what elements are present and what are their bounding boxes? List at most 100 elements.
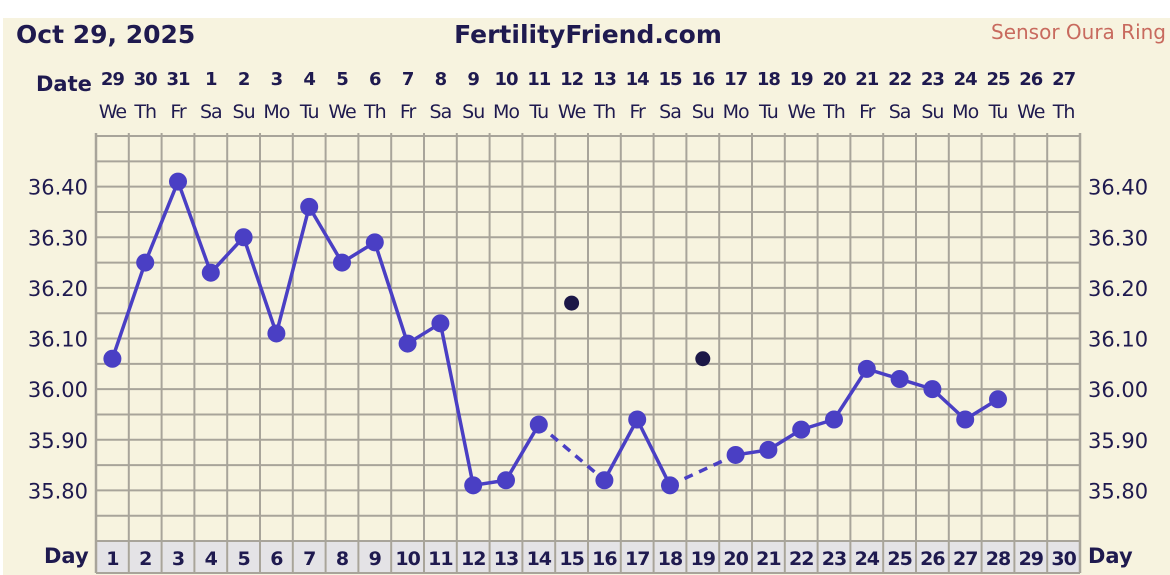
day-number-label: 3 [172, 548, 184, 570]
weekday-label: Sa [430, 101, 452, 123]
temperature-point [497, 471, 515, 490]
temperature-line [241, 236, 279, 335]
day-number-label: 28 [986, 548, 1011, 570]
temperature-point [825, 410, 843, 429]
excluded-temperature-point [564, 295, 580, 311]
day-cell [589, 542, 620, 573]
date-label: 13 [593, 69, 617, 90]
day-cell [228, 542, 259, 573]
temperature-line [373, 241, 410, 345]
temperature-line [438, 322, 475, 486]
date-label: 6 [369, 69, 381, 90]
date-label: 14 [626, 69, 650, 90]
temperature-line-dashed [537, 423, 606, 482]
weekday-label: Su [462, 101, 484, 123]
day-row-label-left: Day [44, 544, 89, 568]
temperature-point [792, 420, 811, 439]
date-label: 18 [757, 69, 781, 90]
weekday-label: Mo [723, 101, 749, 123]
temperature-point [234, 228, 253, 247]
date-label: 19 [790, 69, 814, 90]
date-label: 12 [560, 69, 583, 90]
day-cell [687, 542, 719, 573]
day-number-label: 10 [395, 548, 420, 570]
y-tick-label-right: 36.00 [1088, 378, 1148, 402]
date-label: 23 [921, 69, 945, 90]
weekday-label: Tu [299, 101, 319, 123]
temperature-point [956, 410, 975, 429]
weekday-label: Mo [493, 101, 519, 123]
date-label: 22 [888, 69, 911, 90]
day-number-label: 18 [658, 548, 683, 570]
temperature-point [103, 349, 122, 368]
day-cell [818, 542, 850, 573]
date-label: 27 [1052, 69, 1076, 90]
temperature-point [857, 359, 876, 378]
day-number-label: 14 [527, 548, 552, 570]
temperature-point [759, 440, 778, 459]
day-number-label: 4 [205, 548, 218, 570]
weekday-label: Sa [889, 101, 911, 123]
day-cell [326, 542, 358, 573]
temperature-point [890, 370, 909, 388]
weekday-label: We [788, 101, 816, 123]
date-label: 8 [435, 69, 447, 90]
day-number-label: 21 [756, 548, 780, 570]
y-tick-label-left: 35.80 [28, 479, 88, 503]
weekday-label: We [1017, 101, 1045, 123]
day-cell [425, 542, 456, 573]
day-row-label-right: Day [1088, 544, 1133, 568]
weekday-label: Th [133, 101, 156, 123]
temperature-line [504, 423, 541, 482]
date-label: 29 [101, 69, 125, 90]
temperature-line [176, 180, 213, 274]
weekday-label: Th [363, 101, 386, 123]
y-tick-label-left: 36.30 [28, 226, 88, 250]
temperature-line-dashed [669, 453, 737, 487]
date-label: 9 [467, 69, 479, 90]
y-tick-label-left: 35.90 [28, 429, 88, 453]
temperature-line [307, 205, 344, 264]
day-number-label: 30 [1051, 548, 1076, 570]
y-tick-label-left: 36.20 [28, 277, 88, 301]
day-cell [982, 542, 1014, 573]
day-number-label: 29 [1019, 548, 1043, 570]
temperature-point [201, 263, 220, 282]
temperature-point [136, 253, 155, 272]
day-number-label: 2 [139, 548, 151, 570]
temperature-point [661, 476, 679, 495]
temperature-point [595, 471, 614, 490]
day-number-label: 11 [428, 548, 452, 570]
day-number-label: 7 [303, 548, 315, 570]
site-title[interactable]: FertilityFriend.com [454, 20, 722, 49]
weekday-label: Th [1052, 101, 1075, 123]
temperature-point [300, 197, 319, 216]
day-cell [359, 542, 391, 573]
chart-date: Oct 29, 2025 [16, 20, 196, 49]
day-number-label: 13 [494, 548, 518, 570]
day-number-label: 24 [855, 548, 880, 570]
day-cell [457, 542, 489, 573]
day-number-label: 8 [336, 548, 349, 570]
day-number-label: 22 [789, 548, 813, 570]
temperature-point [464, 476, 483, 495]
date-label: 17 [724, 69, 748, 90]
temperature-point [169, 172, 187, 191]
weekday-label: Fr [400, 101, 417, 123]
weekday-label: We [558, 101, 586, 123]
day-cell [556, 542, 587, 573]
day-cell [621, 542, 653, 573]
day-cell [97, 542, 128, 573]
day-number-label: 19 [691, 548, 715, 570]
weekday-label: We [328, 101, 356, 123]
day-number-label: 12 [461, 548, 485, 570]
excluded-temperature-point [695, 351, 711, 367]
day-cell [523, 542, 555, 573]
date-label: 2 [238, 69, 250, 90]
y-tick-label-right: 36.10 [1088, 328, 1148, 352]
day-number-label: 9 [369, 548, 381, 570]
day-number-label: 17 [625, 548, 649, 570]
temperature-point [628, 410, 647, 429]
day-number-label: 1 [106, 548, 118, 570]
date-label: 16 [691, 69, 715, 90]
